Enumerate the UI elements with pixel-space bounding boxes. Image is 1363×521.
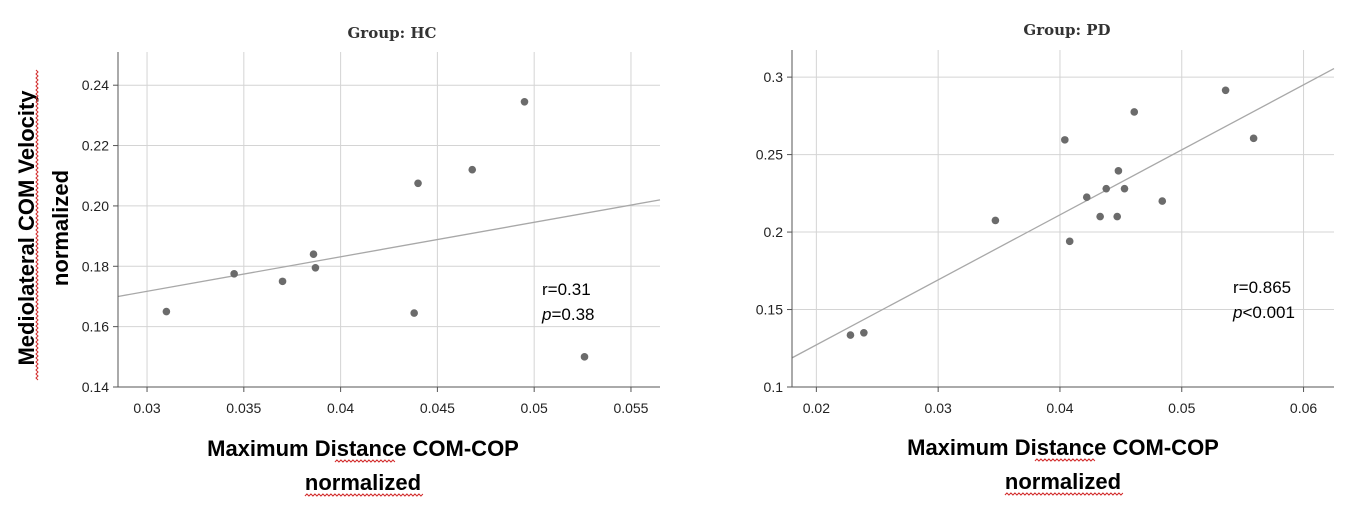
y-axis-label-line2: normalized <box>48 170 73 286</box>
hc-point-2 <box>278 277 287 286</box>
pd-yticks: 0.1 0.15 0.2 0.25 0.3 <box>756 69 792 395</box>
hc-points <box>162 97 589 361</box>
pd-point-12 <box>1158 197 1167 205</box>
pd-annotation-p: p<0.001 <box>1232 303 1295 322</box>
pd-point-8 <box>1113 212 1121 221</box>
hc-ytick-label-2: 0.18 <box>82 258 109 274</box>
pd-xticks: 0.02 0.03 0.04 0.05 0.06 <box>803 387 1317 416</box>
chart-pd: 0.02 0.03 0.04 0.05 0.06 0.1 0.15 0.2 0.25 0.3 G… <box>756 21 1335 496</box>
hc-annotation-r: r=0.31 <box>542 280 591 299</box>
pd-point-7 <box>1102 184 1111 193</box>
pd-xtick-label-1: 0.03 <box>925 400 952 416</box>
hc-xlabel-spellcheck <box>334 459 396 463</box>
hc-point-0 <box>162 307 171 316</box>
hc-fit-line-group <box>117 199 661 298</box>
pd-xtick-label-3: 0.05 <box>1168 400 1195 416</box>
hc-annotation-p-value: =0.38 <box>551 305 594 324</box>
pd-annotation-p-value: <0.001 <box>1242 303 1294 322</box>
hc-ytick-label-0: 0.14 <box>82 379 109 395</box>
y-axis-label-line1: Mediolateral COM Velocity <box>14 90 39 366</box>
hc-fit-line <box>117 199 661 298</box>
pd-point-1 <box>860 328 868 337</box>
hc-annotation-p-symbol: p <box>541 305 551 324</box>
hc-yticks: 0.14 0.16 0.18 0.20 0.22 0.24 <box>82 77 118 395</box>
pd-xlabel-spellcheck <box>1034 458 1096 462</box>
hc-point-7 <box>468 165 477 174</box>
hc-title: Group: HC <box>348 24 437 42</box>
pd-xtick-label-4: 0.06 <box>1290 400 1317 416</box>
pd-fit-line-group <box>791 68 1335 359</box>
pd-point-4 <box>1065 237 1074 246</box>
pd-ytick-label-4: 0.3 <box>764 69 784 85</box>
hc-xlabel2-spellcheck <box>304 493 424 497</box>
hc-point-5 <box>410 309 418 317</box>
hc-point-3 <box>309 250 318 259</box>
hc-point-9 <box>580 353 589 361</box>
hc-grid <box>118 52 660 388</box>
pd-annotation-p-symbol: p <box>1232 303 1242 322</box>
hc-point-6 <box>414 179 422 188</box>
pd-xlabel-line2: normalized <box>1005 469 1121 494</box>
pd-point-10 <box>1120 184 1129 193</box>
hc-xticks: 0.03 0.035 0.04 0.045 0.05 0.055 <box>133 387 649 416</box>
hc-xtick-label-4: 0.05 <box>521 400 548 416</box>
hc-xtick-label-2: 0.04 <box>327 400 354 416</box>
hc-axes <box>117 52 660 388</box>
pd-points <box>846 86 1258 339</box>
pd-point-5 <box>1082 193 1091 201</box>
ylabel-spellcheck <box>35 69 39 381</box>
pd-point-3 <box>1061 136 1069 144</box>
pd-point-0 <box>846 331 855 339</box>
hc-ytick-label-5: 0.24 <box>82 77 109 93</box>
hc-xlabel-line1: Maximum Distance COM-COP <box>207 436 519 461</box>
hc-annotation-p: p=0.38 <box>541 305 594 324</box>
pd-point-6 <box>1096 212 1104 221</box>
pd-xtick-label-0: 0.02 <box>803 400 830 416</box>
pd-point-13 <box>1221 86 1230 95</box>
pd-ytick-label-2: 0.2 <box>764 224 784 240</box>
pd-fit-line <box>791 68 1335 359</box>
hc-xtick-label-5: 0.055 <box>613 400 648 416</box>
hc-point-8 <box>520 97 529 106</box>
hc-xlabel-line2: normalized <box>305 470 421 495</box>
pd-title: Group: PD <box>1023 21 1110 39</box>
pd-xtick-label-2: 0.04 <box>1046 400 1073 416</box>
hc-point-1 <box>230 270 238 278</box>
pd-point-2 <box>991 216 1000 225</box>
pd-ytick-label-1: 0.15 <box>756 302 783 318</box>
hc-xtick-label-1: 0.035 <box>226 400 261 416</box>
pd-point-9 <box>1114 167 1123 175</box>
hc-xtick-label-3: 0.045 <box>420 400 455 416</box>
pd-annotation-r: r=0.865 <box>1233 278 1291 297</box>
pd-xlabel2-spellcheck <box>1004 492 1124 496</box>
hc-ytick-label-4: 0.22 <box>82 138 109 154</box>
pd-ytick-label-3: 0.25 <box>756 147 783 163</box>
hc-point-4 <box>311 263 320 272</box>
pd-point-11 <box>1130 108 1139 116</box>
pd-grid <box>792 50 1334 388</box>
pd-point-14 <box>1249 134 1258 143</box>
pd-axes <box>791 50 1334 388</box>
hc-ytick-label-3: 0.20 <box>82 198 109 214</box>
pd-ytick-label-0: 0.1 <box>764 379 784 395</box>
pd-xlabel-line1: Maximum Distance COM-COP <box>907 435 1219 460</box>
hc-ytick-label-1: 0.16 <box>82 319 109 335</box>
hc-xtick-label-0: 0.03 <box>133 400 160 416</box>
chart-hc: 0.03 0.035 0.04 0.045 0.05 0.055 0.14 0.16 0.18… <box>14 24 661 497</box>
y-axis-label: Mediolateral COM Velocity normalized <box>14 90 73 366</box>
